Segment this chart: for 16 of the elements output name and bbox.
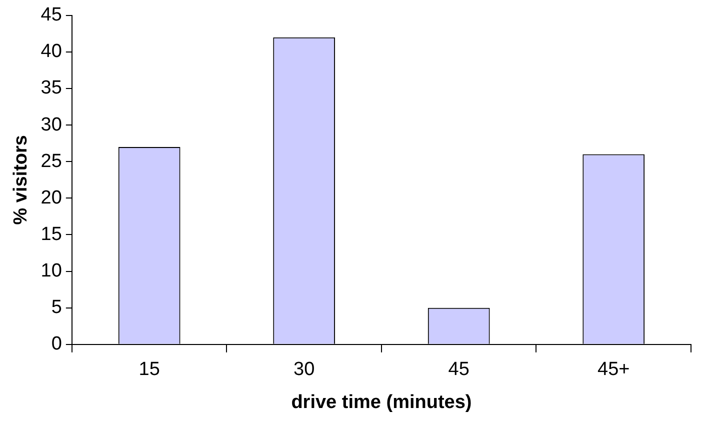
y-tick-label: 0 — [51, 334, 62, 355]
y-axis-title: % visitors — [10, 135, 32, 225]
x-tick-label: 45 — [448, 359, 470, 380]
y-tick-label: 25 — [40, 150, 62, 172]
x-tick-label: 30 — [294, 359, 315, 380]
y-tick-label: 30 — [40, 114, 62, 136]
y-tick-label: 15 — [40, 224, 62, 245]
x-tick-label: 45+ — [598, 359, 630, 380]
y-tick-label: 10 — [40, 260, 62, 282]
y-tick-label: 40 — [40, 41, 62, 62]
y-tick-label: 20 — [40, 187, 62, 208]
y-tick-label: 5 — [51, 297, 62, 318]
x-axis-title: drive time (minutes) — [291, 392, 472, 413]
x-tick-label: 15 — [138, 359, 160, 380]
y-tick-label: 35 — [40, 78, 62, 99]
y-tick-label: 45 — [40, 4, 62, 26]
